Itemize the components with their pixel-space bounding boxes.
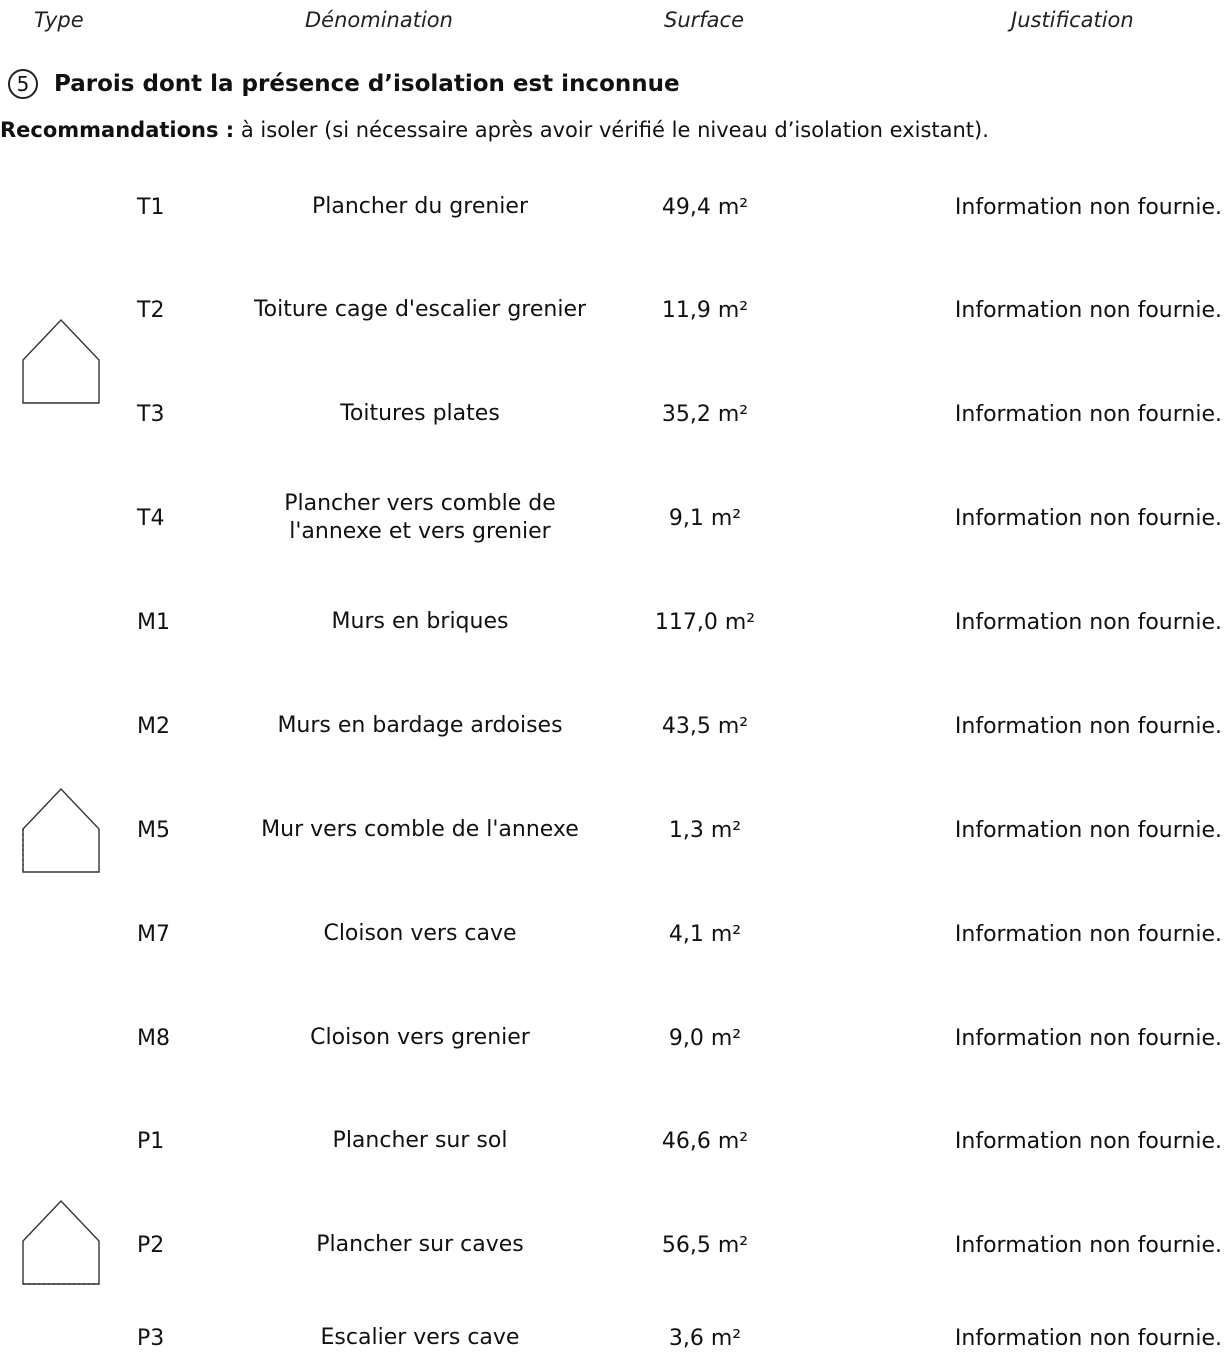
row-surface: 46,6 m² (661, 1128, 749, 1154)
table-row: M8 Cloison vers grenier 9,0 m² Informati… (0, 1016, 1228, 1060)
table-row: T1 Plancher du grenier 49,4 m² Informati… (0, 185, 1228, 229)
row-surface: 9,0 m² (668, 1025, 742, 1051)
row-denomination: Toitures plates (340, 401, 500, 426)
row-surface: 4,1 m² (668, 921, 742, 947)
row-denomination: Murs en bardage ardoises (277, 713, 563, 738)
section-heading: 5 Parois dont la présence d’isolation es… (8, 66, 680, 102)
row-surface: 35,2 m² (661, 401, 749, 427)
table-row: T4 Plancher vers comble de l'annexe et v… (0, 491, 1228, 544)
row-justification: Information non fournie. (954, 194, 1222, 220)
row-surface: 3,6 m² (668, 1325, 742, 1351)
row-denomination: Cloison vers cave (323, 921, 517, 946)
row-code: T4 (137, 505, 165, 531)
row-surface: 11,9 m² (661, 297, 749, 323)
row-justification: Information non fournie. (954, 609, 1222, 635)
row-code: M5 (137, 817, 170, 843)
recommendations-label: Recommandations : (0, 118, 235, 142)
section-title: Parois dont la présence d’isolation est … (54, 71, 680, 97)
row-surface: 1,3 m² (668, 817, 742, 843)
row-denomination: Toiture cage d'escalier grenier (253, 297, 587, 322)
row-code: T2 (137, 297, 165, 323)
table-row: M5 Mur vers comble de l'annexe 1,3 m² In… (0, 808, 1228, 852)
row-code: P2 (137, 1232, 165, 1258)
table-row: M1 Murs en briques 117,0 m² Information … (0, 600, 1228, 644)
row-code: P1 (137, 1128, 165, 1154)
table-row: T2 Toiture cage d'escalier grenier 11,9 … (0, 288, 1228, 332)
section-number-badge: 5 (8, 69, 38, 99)
row-denomination: Plancher du grenier (311, 194, 528, 219)
table-row: M2 Murs en bardage ardoises 43,5 m² Info… (0, 704, 1228, 748)
row-code: M7 (137, 921, 170, 947)
header-type: Type (34, 8, 84, 32)
table-row: M7 Cloison vers cave 4,1 m² Information … (0, 912, 1228, 956)
row-surface: 56,5 m² (661, 1232, 749, 1258)
row-justification: Information non fournie. (954, 817, 1222, 843)
row-surface: 117,0 m² (654, 609, 756, 635)
row-justification: Information non fournie. (954, 1025, 1222, 1051)
table-row: P3 Escalier vers cave 3,6 m² Information… (0, 1316, 1228, 1360)
row-denomination: Plancher vers comble de l'annexe et vers… (284, 491, 556, 544)
row-surface: 43,5 m² (661, 713, 749, 739)
row-code: M8 (137, 1025, 170, 1051)
row-surface: 9,1 m² (668, 505, 742, 531)
row-code: P3 (137, 1325, 165, 1351)
row-denomination: Cloison vers grenier (310, 1025, 530, 1050)
row-code: T3 (137, 401, 165, 427)
recommendations-text: à isoler (si nécessaire après avoir véri… (234, 118, 989, 142)
row-denomination: Plancher sur sol (332, 1128, 508, 1153)
table-row: T3 Toitures plates 35,2 m² Information n… (0, 392, 1228, 436)
house-roof-icon (22, 318, 100, 404)
row-denomination: Escalier vers cave (320, 1325, 520, 1350)
header-denomination: Dénomination (305, 8, 453, 32)
table-row: P1 Plancher sur sol 46,6 m² Information … (0, 1119, 1228, 1163)
row-denomination: Murs en briques (331, 609, 509, 634)
table-row: P2 Plancher sur caves 56,5 m² Informatio… (0, 1223, 1228, 1267)
house-wall-icon (22, 787, 100, 873)
row-denomination: Mur vers comble de l'annexe (261, 817, 579, 842)
row-surface: 49,4 m² (661, 194, 749, 220)
row-code: M2 (137, 713, 170, 739)
row-code: T1 (137, 194, 165, 220)
row-justification: Information non fournie. (954, 1232, 1222, 1258)
row-justification: Information non fournie. (954, 505, 1222, 531)
house-floor-icon (22, 1199, 100, 1285)
row-justification: Information non fournie. (954, 713, 1222, 739)
row-denomination: Plancher sur caves (316, 1232, 524, 1257)
row-justification: Information non fournie. (954, 921, 1222, 947)
header-surface: Surface (664, 8, 745, 32)
row-justification: Information non fournie. (954, 297, 1222, 323)
row-justification: Information non fournie. (954, 1325, 1222, 1351)
header-justification: Justification (1011, 8, 1134, 32)
row-justification: Information non fournie. (954, 401, 1222, 427)
row-code: M1 (137, 609, 170, 635)
recommendations: Recommandations : à isoler (si nécessair… (0, 118, 989, 142)
row-justification: Information non fournie. (954, 1128, 1222, 1154)
